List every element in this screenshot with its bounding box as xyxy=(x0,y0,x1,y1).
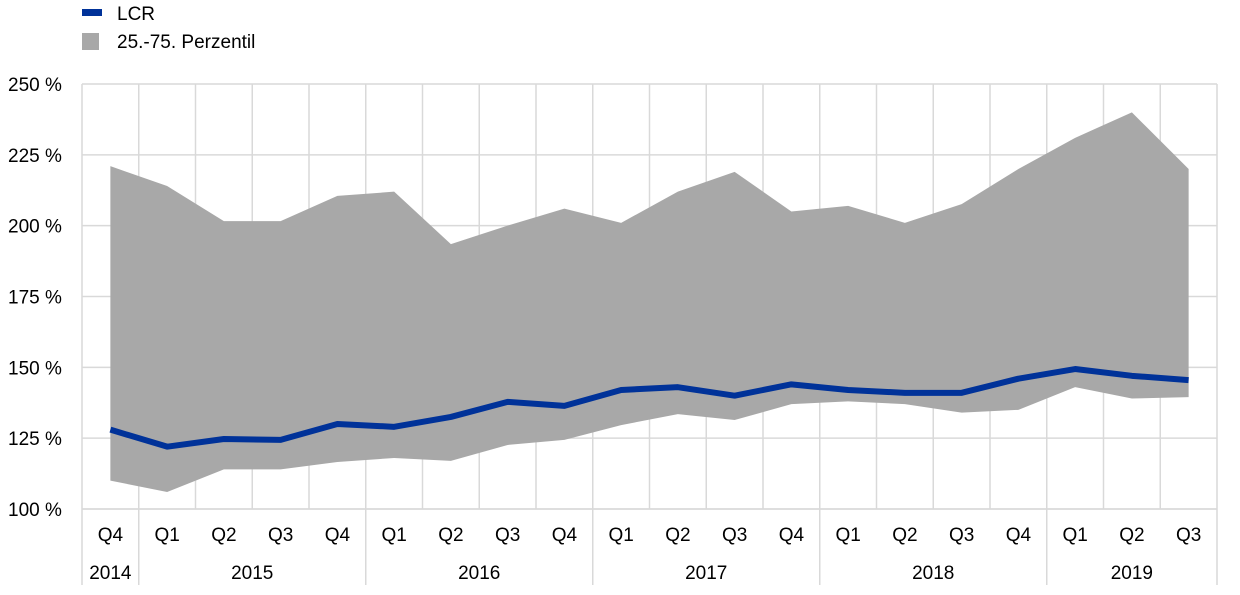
year-label: 2014 xyxy=(89,563,132,584)
x-tick-label: Q3 xyxy=(949,525,974,546)
x-tick-label: Q4 xyxy=(779,525,805,546)
y-tick-label: 125 % xyxy=(8,429,62,450)
x-tick-label: Q2 xyxy=(438,525,463,546)
x-tick-label: Q2 xyxy=(211,525,236,546)
legend-swatch-percentile xyxy=(82,33,99,50)
x-tick-label: Q3 xyxy=(722,525,747,546)
x-tick-label: Q4 xyxy=(325,525,351,546)
x-tick-label: Q3 xyxy=(268,525,293,546)
x-tick-label: Q2 xyxy=(665,525,690,546)
x-tick-label: Q4 xyxy=(552,525,578,546)
y-tick-label: 100 % xyxy=(8,500,62,521)
x-tick-label: Q3 xyxy=(495,525,520,546)
x-tick-label: Q1 xyxy=(1062,525,1087,546)
legend-label-lcr: LCR xyxy=(117,4,155,25)
year-label: 2018 xyxy=(912,563,954,584)
x-tick-label: Q3 xyxy=(1176,525,1201,546)
x-tick-label: Q1 xyxy=(154,525,179,546)
legend-label-percentile: 25.-75. Perzentil xyxy=(117,32,255,53)
year-label: 2019 xyxy=(1111,563,1153,584)
legend-swatch-lcr xyxy=(82,9,102,16)
x-tick-label: Q2 xyxy=(892,525,917,546)
x-tick-label: Q4 xyxy=(98,525,124,546)
year-label: 2015 xyxy=(231,563,273,584)
x-tick-label: Q1 xyxy=(381,525,406,546)
y-tick-label: 150 % xyxy=(8,358,62,379)
year-label: 2016 xyxy=(458,563,500,584)
x-tick-label: Q1 xyxy=(608,525,633,546)
y-tick-label: 250 % xyxy=(8,75,62,96)
y-tick-label: 200 % xyxy=(8,217,62,238)
legend: LCR 25.-75. Perzentil xyxy=(82,4,255,53)
y-tick-label: 225 % xyxy=(8,146,62,167)
y-tick-label: 175 % xyxy=(8,288,62,309)
x-tick-label: Q1 xyxy=(835,525,860,546)
year-label: 2017 xyxy=(685,563,727,584)
x-tick-label: Q4 xyxy=(1006,525,1032,546)
x-tick-label: Q2 xyxy=(1119,525,1144,546)
